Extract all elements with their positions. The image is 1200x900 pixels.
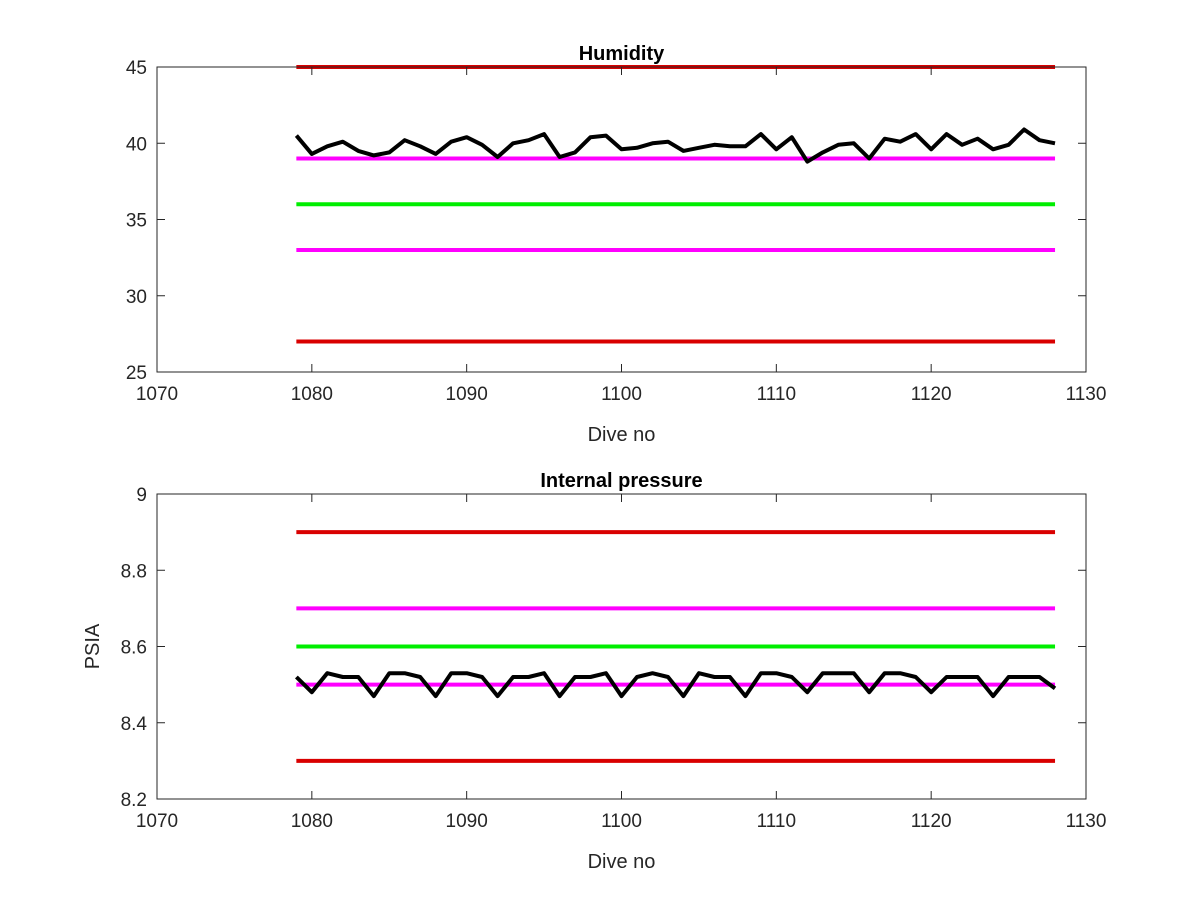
pressure-x-tick-label: 1110 — [757, 811, 796, 832]
pressure-y-tick-label: 8.6 — [121, 638, 147, 659]
humidity-y-tick-label: 30 — [126, 287, 147, 308]
pressure-y-tick-label: 8.2 — [121, 790, 147, 811]
pressure-x-axis-ticks: 1070 1080 1090 1100 1110 1120 1130 — [136, 494, 1107, 832]
pressure-axes-frame — [156, 493, 1087, 800]
pressure-series — [294, 671, 1057, 699]
humidity-y-tick-label: 40 — [126, 134, 147, 155]
humidity-y-tick-label: 35 — [126, 211, 147, 232]
humidity-x-tick-label: 1080 — [291, 384, 333, 405]
humidity-x-tick-label: 1130 — [1066, 384, 1107, 405]
pressure-x-tick-label: 1090 — [446, 811, 488, 832]
humidity-x-tick-label: 1100 — [601, 384, 642, 405]
humidity-y-tick-label: 25 — [126, 363, 147, 384]
humidity-x-axis-label: Dive no — [588, 424, 656, 446]
humidity-x-tick-label: 1070 — [136, 384, 178, 405]
humidity-x-axis-ticks: 1070 1080 1090 1100 1110 1120 1130 — [136, 67, 1107, 405]
humidity-chart: 1070 1080 1090 1100 1110 1120 1130 2530354045 … — [126, 43, 1107, 446]
pressure-x-tick-label: 1120 — [911, 811, 952, 832]
humidity-x-tick-label: 1110 — [757, 384, 796, 405]
pressure-x-tick-label: 1130 — [1066, 811, 1107, 832]
internal-pressure-chart: 1070 1080 1090 1100 1110 1120 1130 8.28.48.68.… — [82, 470, 1106, 873]
pressure-title: Internal pressure — [540, 470, 702, 492]
pressure-x-tick-label: 1100 — [601, 811, 642, 832]
humidity-plot-area — [156, 66, 1087, 373]
humidity-series — [294, 127, 1056, 164]
pressure-y-tick-label: 8.8 — [121, 561, 147, 582]
pressure-data-line — [294, 671, 1057, 699]
pressure-x-tick-label: 1080 — [291, 811, 333, 832]
pressure-y-axis-ticks: 8.2 8.4 8.6 8.8 9 — [121, 485, 1086, 811]
pressure-y-axis-label: PSIA — [82, 623, 104, 669]
humidity-x-tick-label: 1120 — [911, 384, 952, 405]
pressure-x-axis-label: Dive no — [588, 851, 656, 873]
humidity-y-tick-label: 45 — [126, 58, 147, 79]
humidity-y-axis-ticks: 25 30 35 40 45 — [126, 58, 1086, 384]
pressure-y-tick-label: 8.4 — [121, 714, 148, 735]
humidity-title: Humidity — [579, 43, 665, 65]
pressure-y-tick-label: 9 — [136, 485, 147, 506]
humidity-x-tick-label: 1090 — [446, 384, 488, 405]
pressure-x-tick-label: 1070 — [136, 811, 178, 832]
humidity-data-line — [294, 127, 1056, 164]
humidity-axes-frame — [156, 66, 1087, 373]
